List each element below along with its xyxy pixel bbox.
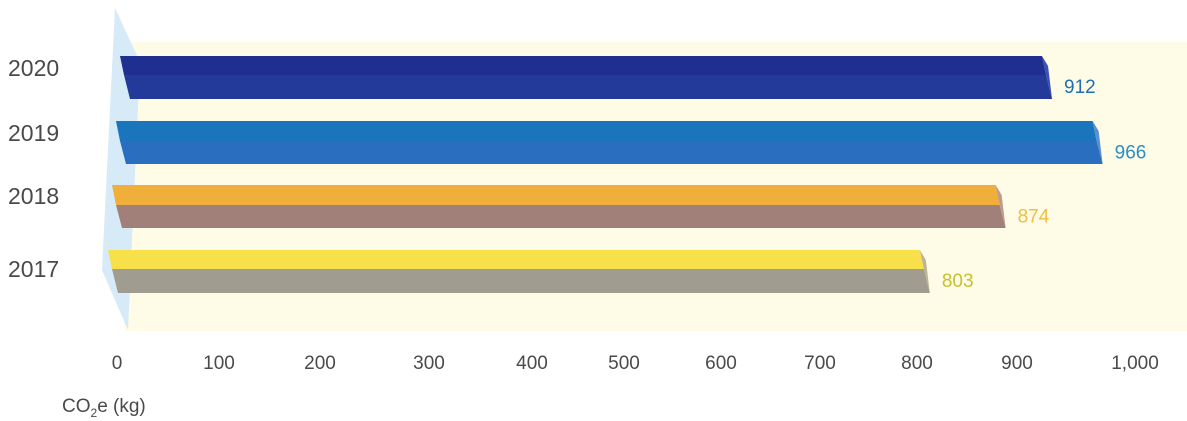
value-label-2020: 912 xyxy=(1064,77,1096,98)
x-tick-label: 300 xyxy=(413,353,445,374)
bar-end-2017 xyxy=(919,250,930,293)
category-label-2018: 2018 xyxy=(8,183,59,209)
x-tick-label: 600 xyxy=(705,353,737,374)
bar-end-2020 xyxy=(1042,56,1053,99)
category-labels: 2020 2019 2018 2017 xyxy=(8,55,59,282)
x-tick-label: 400 xyxy=(516,353,548,374)
bar-top-2017 xyxy=(108,250,924,269)
x-tick-label: 800 xyxy=(901,353,933,374)
value-label-2017: 803 xyxy=(942,271,974,292)
x-tick-label: 900 xyxy=(1001,353,1033,374)
value-labels: 912 966 874 803 xyxy=(942,77,1146,292)
category-label-2017: 2017 xyxy=(8,256,59,282)
bar-top-2020 xyxy=(120,56,1047,75)
x-tick-label: 500 xyxy=(608,353,640,374)
category-label-2020: 2020 xyxy=(8,55,59,81)
bar-top-2018 xyxy=(112,185,1000,205)
bar-2017 xyxy=(112,269,930,293)
x-tick-label: 200 xyxy=(304,353,336,374)
bar-top-2019 xyxy=(116,121,1097,141)
bars-group xyxy=(108,56,1103,293)
x-tick-label: 0 xyxy=(112,353,123,374)
x-tick-labels: 0 100 200 300 400 500 600 700 800 900 1,000 xyxy=(112,353,1159,374)
bar-2018 xyxy=(116,205,1006,228)
x-tick-label: 100 xyxy=(203,353,235,374)
bar-2020 xyxy=(124,75,1053,99)
value-label-2018: 874 xyxy=(1018,207,1050,228)
value-label-2019: 966 xyxy=(1115,143,1147,164)
bar-end-2018 xyxy=(995,185,1006,228)
category-label-2019: 2019 xyxy=(8,120,59,146)
x-tick-label: 700 xyxy=(804,353,836,374)
bar-end-2019 xyxy=(1092,121,1103,164)
x-tick-label: 1,000 xyxy=(1111,353,1159,374)
bar-2019 xyxy=(120,141,1103,164)
x-axis-title: CO2e (kg) xyxy=(62,396,146,420)
